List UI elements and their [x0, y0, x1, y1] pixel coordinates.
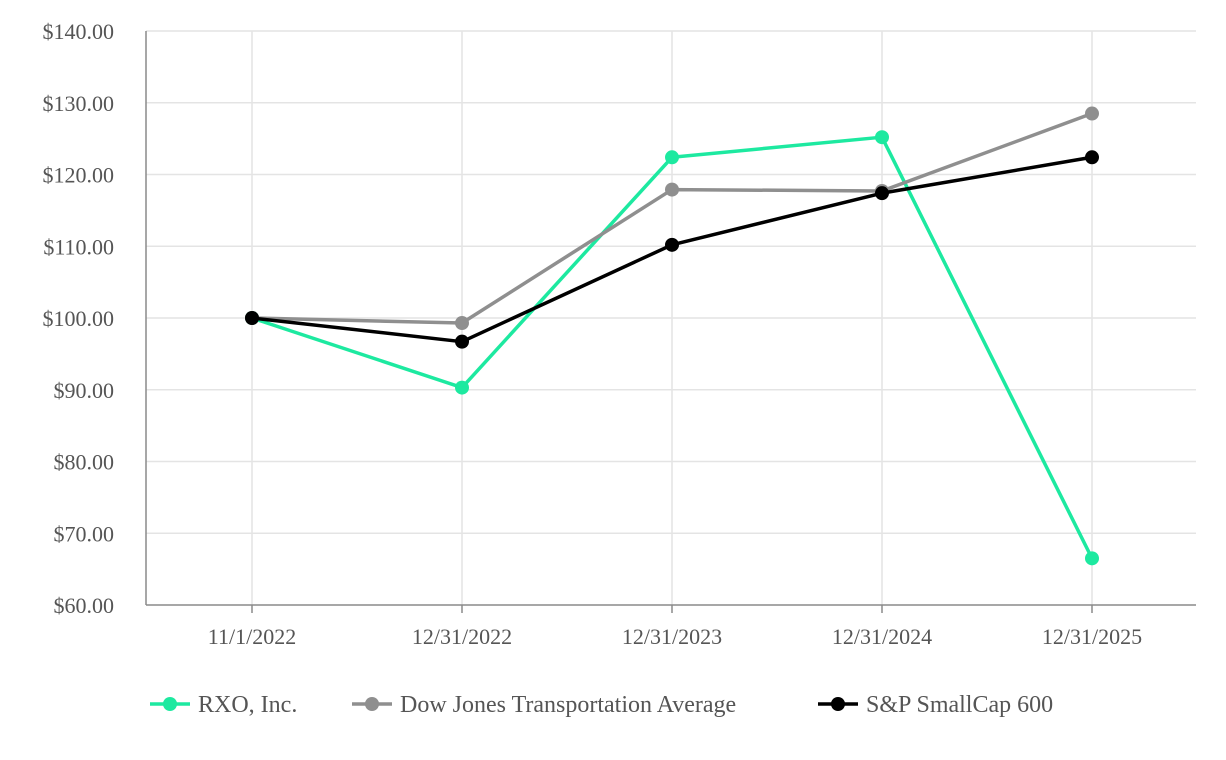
y-tick-labels: $60.00 $70.00 $80.00 $90.00 $100.00 $110.00 $1… [43, 19, 115, 618]
data-point-rxo-inc [455, 380, 469, 395]
data-point-dow-jones-transportation-average [1085, 106, 1099, 121]
y-tick-label: $90.00 [54, 378, 115, 403]
x-tick-label: 12/31/2025 [1042, 624, 1142, 649]
data-point-rxo-inc [665, 150, 679, 165]
legend-label: Dow Jones Transportation Average [400, 692, 736, 718]
data-point-dow-jones-transportation-average [455, 316, 469, 331]
data-point-s-p-smallcap-600 [245, 311, 259, 325]
legend-label: RXO, Inc. [198, 692, 297, 718]
legend-label: S&P SmallCap 600 [866, 692, 1053, 718]
y-tick-label: $70.00 [54, 521, 115, 546]
y-tick-label: $120.00 [43, 163, 115, 188]
y-tick-label: $130.00 [43, 91, 115, 116]
x-tick-labels: 11/1/2022 12/31/2022 12/31/2023 12/31/2024 1… [208, 624, 1142, 649]
data-point-rxo-inc [875, 130, 889, 145]
legend-swatch-marker [163, 697, 177, 711]
x-tick-label: 12/31/2023 [622, 624, 722, 649]
series [245, 106, 1099, 566]
data-point-s-p-smallcap-600 [665, 237, 679, 252]
y-tick-label: $110.00 [43, 234, 114, 259]
legend-item-rxo-inc: RXO, Inc. [150, 692, 297, 718]
y-tick-label: $80.00 [54, 450, 115, 475]
data-point-s-p-smallcap-600 [875, 186, 889, 201]
legend-swatch-marker [365, 697, 379, 711]
legend-item-dow-jones-transportation-average: Dow Jones Transportation Average [352, 692, 736, 718]
y-tick-label: $100.00 [43, 306, 115, 331]
series-s-p-smallcap-600 [245, 150, 1099, 349]
axes [145, 31, 1196, 613]
y-tick-label: $60.00 [54, 593, 115, 618]
legend-swatch-marker [831, 697, 845, 711]
legend-item-s-p-smallcap-600: S&P SmallCap 600 [818, 692, 1053, 718]
x-tick-label: 12/31/2022 [412, 624, 512, 649]
y-tick-label: $140.00 [43, 19, 115, 44]
data-point-rxo-inc [1085, 551, 1099, 566]
x-tick-label: 11/1/2022 [208, 624, 296, 649]
legend: RXO, Inc. Dow Jones Transportation Averag… [150, 692, 1053, 718]
data-point-s-p-smallcap-600 [1085, 150, 1099, 165]
data-point-dow-jones-transportation-average [665, 182, 679, 197]
x-tick-label: 12/31/2024 [832, 624, 932, 649]
data-point-s-p-smallcap-600 [455, 334, 469, 349]
